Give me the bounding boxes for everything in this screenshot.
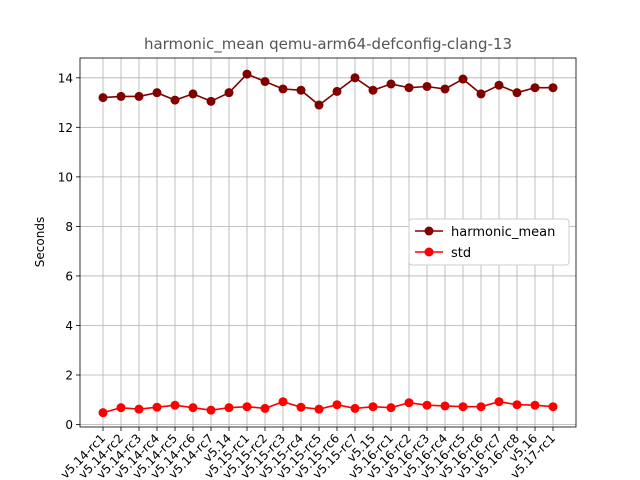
legend-marker-std	[424, 247, 434, 257]
y-tick-label: 2	[65, 368, 73, 382]
data-point-std	[440, 401, 450, 411]
data-point-std	[494, 397, 504, 407]
data-point-std	[458, 402, 468, 412]
data-point-harmonic-mean	[422, 81, 432, 91]
data-point-harmonic-mean	[494, 80, 504, 90]
legend-box	[408, 218, 570, 266]
data-point-std	[368, 402, 378, 412]
data-point-harmonic-mean	[278, 84, 288, 94]
data-point-harmonic-mean	[188, 89, 198, 99]
data-point-harmonic-mean	[350, 73, 360, 83]
data-point-std	[314, 404, 324, 414]
data-point-harmonic-mean	[548, 83, 558, 93]
y-tick-label: 14	[58, 71, 73, 85]
data-point-std	[530, 400, 540, 410]
data-point-harmonic-mean	[458, 74, 468, 84]
data-point-harmonic-mean	[404, 83, 414, 93]
data-point-harmonic-mean	[368, 85, 378, 95]
y-axis-ticks: 0 2 4 6 8 10 12 14	[58, 71, 80, 432]
data-point-std	[386, 403, 396, 413]
data-series	[98, 69, 558, 418]
data-point-std	[152, 402, 162, 412]
data-point-std	[134, 404, 144, 414]
data-point-std	[98, 408, 108, 418]
data-point-harmonic-mean	[170, 95, 180, 105]
chart-title: harmonic_mean qemu-arm64-defconfig-clang…	[144, 35, 512, 54]
data-point-std	[260, 403, 270, 413]
data-point-std	[206, 405, 216, 415]
data-point-harmonic-mean	[134, 91, 144, 101]
legend-marker-harmonic-mean	[424, 226, 434, 236]
data-point-harmonic-mean	[242, 69, 252, 79]
data-point-harmonic-mean	[116, 91, 126, 101]
data-point-std	[404, 398, 414, 408]
plot-frame	[79, 57, 577, 428]
data-point-harmonic-mean	[386, 79, 396, 89]
data-point-std	[188, 403, 198, 413]
y-tick-label: 8	[65, 220, 73, 234]
x-axis-ticks: v5.14-rc1v5.14-rc2v5.14-rc3v5.14-rc4v5.1…	[58, 427, 558, 480]
data-point-harmonic-mean	[440, 84, 450, 94]
series-line-harmonic-mean	[102, 73, 553, 107]
y-tick-label: 10	[58, 170, 73, 184]
data-point-std	[242, 402, 252, 412]
data-point-harmonic-mean	[332, 86, 342, 96]
data-point-std	[296, 402, 306, 412]
data-point-harmonic-mean	[530, 83, 540, 93]
y-tick-label: 4	[65, 319, 73, 333]
data-point-std	[116, 403, 126, 413]
data-point-std	[350, 403, 360, 413]
data-point-harmonic-mean	[296, 85, 306, 95]
data-point-std	[224, 403, 234, 413]
data-point-harmonic-mean	[206, 96, 216, 106]
data-point-std	[548, 402, 558, 412]
y-tick-label: 0	[65, 418, 73, 432]
data-point-std	[170, 400, 180, 410]
data-point-harmonic-mean	[224, 88, 234, 98]
y-axis-label: Seconds	[33, 217, 47, 267]
data-point-harmonic-mean	[476, 89, 486, 99]
data-point-harmonic-mean	[260, 77, 270, 87]
data-point-harmonic-mean	[98, 93, 108, 103]
data-point-std	[476, 402, 486, 412]
data-point-harmonic-mean	[512, 88, 522, 98]
data-point-std	[332, 400, 342, 410]
legend: harmonic_mean std	[408, 218, 570, 266]
data-point-harmonic-mean	[152, 88, 162, 98]
legend-label-harmonic-mean: harmonic_mean	[451, 225, 555, 240]
data-point-std	[278, 397, 288, 407]
series-line-std	[102, 400, 554, 414]
legend-label-std: std	[451, 246, 471, 261]
data-point-harmonic-mean	[314, 100, 324, 110]
y-tick-label: 6	[65, 269, 73, 283]
data-point-std	[512, 400, 522, 410]
grid-lines	[80, 58, 576, 427]
y-tick-label: 12	[58, 121, 73, 135]
data-point-std	[422, 400, 432, 410]
